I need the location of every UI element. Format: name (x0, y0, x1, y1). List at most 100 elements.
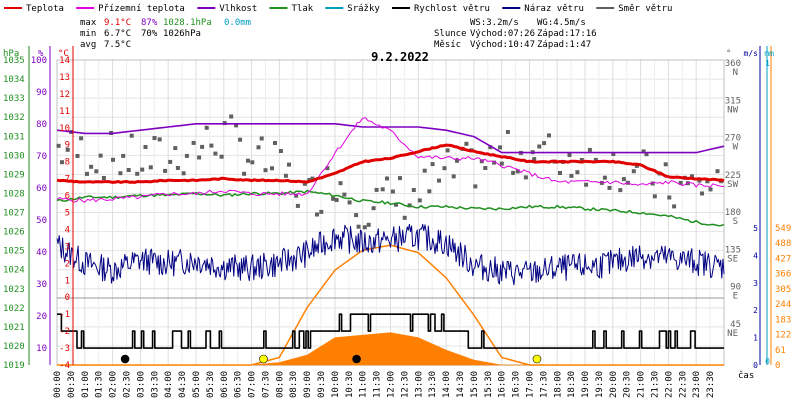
axis-tick-x: 08:30 (289, 371, 299, 398)
axis-tick-temp: -2 (59, 327, 70, 337)
axis-tick-x: 11:00 (359, 371, 369, 398)
axis-tick-hpa: 1034 (3, 75, 25, 85)
axis-tick-hpa: 1027 (3, 209, 25, 219)
wind-direction-point (547, 133, 551, 138)
wind-direction-point (715, 169, 720, 174)
axis-tick-pct: 70 (36, 152, 47, 162)
axis-tick-temp: 9 (65, 141, 70, 151)
wind-direction-point (111, 157, 115, 162)
wind-direction-point (204, 125, 209, 130)
wind-direction-point (437, 178, 441, 183)
axis-tick-x: 05:30 (206, 371, 216, 398)
wind-direction-point (347, 200, 352, 205)
wind-direction-point (652, 194, 657, 199)
stats-min-press: 1026hPa (163, 29, 201, 39)
axis-tick-pct: 30 (36, 280, 47, 290)
axis-tick-x: 15:30 (484, 371, 494, 398)
axis-tick-x: 03:30 (150, 371, 160, 398)
stats-max-label: max (80, 18, 97, 28)
axis-tick-x: 23:00 (692, 371, 702, 398)
axis-tick-ms: 3 (753, 279, 758, 288)
wind-direction-point (331, 196, 336, 201)
wind-direction-point (256, 145, 261, 150)
wind-direction-point (121, 153, 126, 158)
axis-tick-wm2: 488 (775, 239, 791, 249)
axis-tick-x: 06:00 (220, 371, 230, 398)
axis-tick-mm: 0 (765, 357, 770, 366)
wind-direction-point (634, 163, 639, 168)
wind-direction-point (184, 153, 189, 158)
axis-tick-x: 16:30 (512, 371, 522, 398)
series-lines (56, 117, 725, 349)
wind-direction-point (168, 159, 173, 164)
axis-tick-x: 04:30 (178, 371, 188, 398)
axis-tick-dir-compass: NE (727, 329, 738, 339)
axis-tick-x: 03:00 (136, 371, 146, 398)
axis-tick-hpa: 1030 (3, 151, 25, 161)
axis-tick-hpa: 1031 (3, 132, 25, 142)
axis-tick-wm2: 427 (775, 254, 791, 264)
series-tlak (56, 189, 725, 227)
wind-direction-point (385, 176, 389, 181)
axis-tick-hpa: 1029 (3, 170, 25, 180)
axis-tick-hpa: 1033 (3, 94, 25, 104)
wind-direction-point (283, 173, 288, 178)
wind-direction-point (98, 153, 103, 158)
legend-label: Náraz větru (524, 4, 584, 14)
stats-max-press: 1028.1hPa (163, 18, 212, 28)
wind-direction-point (234, 123, 239, 128)
wind-direction-point (455, 158, 459, 163)
solar-measured-area (57, 332, 724, 366)
sunrise-marker (259, 354, 268, 364)
wind-direction-point (593, 157, 598, 162)
axis-tick-mm: 1 (765, 59, 770, 68)
axis-tick-temp: 7 (65, 175, 70, 185)
axis-tick-dir: 135 (725, 245, 741, 255)
wind-direction-point (579, 158, 584, 162)
wind-direction-point (371, 206, 376, 211)
grid (56, 59, 725, 366)
wind-direction-point (505, 130, 510, 134)
wind-direction-point (445, 148, 450, 153)
wind-direction-point (197, 155, 202, 160)
wind-direction-point (148, 165, 153, 170)
wind-direction-point (140, 167, 145, 172)
wind-direction-point (667, 195, 672, 200)
axis-tick-dir-compass: W (733, 143, 739, 153)
wind-direction-point (325, 166, 330, 171)
axis-tick-wm2: 183 (775, 315, 791, 325)
axis-tick-ms: 0 (753, 361, 758, 370)
wind-direction-point (273, 141, 277, 145)
wind-direction-point (499, 161, 504, 166)
axis-tick-hpa: 1022 (3, 304, 25, 314)
wind-direction-point (697, 178, 702, 183)
axis-tick-x: 10:30 (345, 371, 355, 398)
stats-max-hum: 87% (141, 18, 158, 28)
axis-tick-temp: 3 (65, 242, 70, 252)
axis-tick-x: 18:00 (553, 371, 563, 398)
axis-tick-dir: 360 (725, 59, 741, 69)
axis-unit-ms: m/s (744, 49, 759, 58)
axis-tick-pct: 80 (36, 120, 47, 130)
axis-tick-x: 14:30 (456, 371, 466, 398)
axis-tick-x: 13:30 (428, 371, 438, 398)
axis-tick-pct: 50 (36, 216, 47, 226)
series-teplota (56, 143, 725, 184)
axis-tick-hpa: 1020 (3, 342, 25, 352)
axis-unit-mm: mm (764, 49, 774, 58)
wind-wg: WG:4.5m/s (537, 18, 586, 28)
legend-label: Srážky (347, 4, 380, 14)
moon-set: Západ:1:47 (537, 40, 591, 50)
axis-tick-x: 04:00 (164, 371, 174, 398)
stats-min-hum: 70% (141, 29, 158, 39)
axis-tick-x: 09:30 (317, 371, 327, 398)
axis-tick-x: 22:30 (678, 371, 688, 398)
series-rychlost-vetru (57, 313, 724, 349)
legend-label: Přízemní teplota (98, 4, 185, 14)
wind-direction-point (270, 166, 274, 171)
wind-direction-point (705, 179, 710, 184)
axis-unit-pct: % (38, 49, 44, 59)
sunset-marker (532, 354, 542, 364)
axis-tick-dir-compass: E (733, 292, 738, 302)
